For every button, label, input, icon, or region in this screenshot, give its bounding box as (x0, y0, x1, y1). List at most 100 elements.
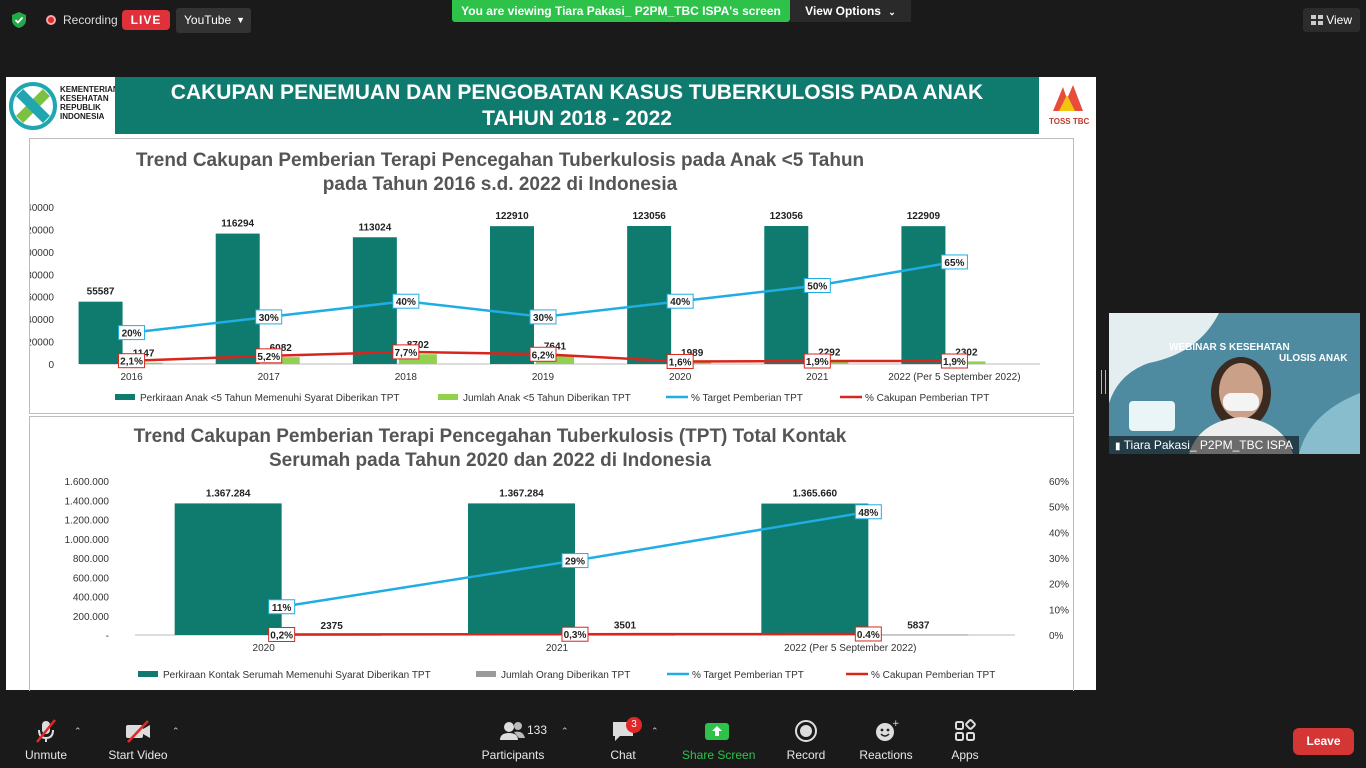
bar-value-label: 113024 (358, 222, 391, 233)
line-point-label-box (529, 346, 557, 362)
participants-icon (500, 722, 525, 740)
line-point-label: 0,2% (270, 630, 293, 641)
line-point-label-box (666, 353, 694, 369)
record-icon (795, 720, 817, 742)
bar-value-label: 2292 (818, 347, 841, 358)
line-point-label-box (940, 254, 968, 270)
line-point-label: 7,7% (394, 348, 417, 359)
view-options-button[interactable]: View Options ⌄ (790, 0, 911, 22)
shared-screen-slide: KEMENTERIAN KESEHATAN REPUBLIK INDONESIA… (6, 77, 1096, 691)
legend-label: % Cakupan Pemberian TPT (865, 393, 989, 404)
audio-options-caret[interactable]: ⌃ (74, 726, 82, 736)
participants-options-caret[interactable]: ⌃ (561, 726, 569, 736)
y-left-tick-label: 1.200.000 (65, 516, 110, 527)
y-left-tick-label: 600.000 (73, 573, 110, 584)
bar-value-label: 55587 (87, 287, 115, 298)
x-category-label: 2016 (120, 372, 143, 383)
bar-value-label: 2375 (321, 621, 344, 632)
unmute-label: Unmute (24, 748, 68, 762)
svg-text:WEBINAR S KESEHATAN: WEBINAR S KESEHATAN (1169, 342, 1290, 353)
bar-value-label: 3501 (614, 621, 637, 632)
unmute-button[interactable]: Unmute (20, 718, 72, 762)
line-point-label-box (268, 626, 296, 642)
apps-button[interactable]: Apps (948, 718, 982, 762)
bar-perkiraan-anak-5-tahun-memenuhi-syarat-diberikan-tpt (901, 226, 946, 364)
chart2-svg: - 200.000 400.000 600.000 800.000 1.000.000 1.… (65, 477, 1070, 681)
bar-value-label: 2302 (955, 347, 978, 358)
share-screen-arrow-icon (705, 723, 729, 740)
line-point-label: 6,2% (532, 350, 555, 361)
x-category-label: 2021 (806, 372, 829, 383)
legend-swatch (138, 671, 158, 677)
bar-perkiraan-anak-5-tahun-memenuhi-syarat-diberikan-tpt (215, 233, 260, 364)
view-options-label: View Options (805, 4, 881, 18)
live-badge[interactable]: LIVE (122, 10, 170, 30)
participants-button[interactable]: 133 Participants (480, 718, 548, 762)
y-left-tick-label: 60000 (30, 293, 54, 304)
start-video-label: Start Video (108, 748, 168, 762)
share-screen-button[interactable]: Share Screen (682, 718, 755, 762)
y-left-tick-label: 140000 (30, 203, 54, 214)
legend-label: Jumlah Anak <5 Tahun Diberikan TPT (463, 393, 631, 404)
view-button[interactable]: View (1303, 8, 1360, 32)
chat-button[interactable]: 3 Chat (606, 717, 642, 762)
bar-value-label: 1989 (681, 348, 704, 359)
panel-resize-handle[interactable] (1101, 370, 1106, 394)
caret-down-icon: ▼ (236, 15, 245, 25)
signal-bars-icon: ▮ (1115, 441, 1121, 452)
participants-count: 133 (527, 723, 548, 737)
bar-perkiraan-anak-5-tahun-memenuhi-syarat-diberikan-tpt (78, 301, 123, 364)
legend-label: % Target Pemberian TPT (692, 670, 804, 681)
chat-options-caret[interactable]: ⌃ (651, 726, 659, 736)
legend-label: % Cakupan Pemberian TPT (871, 670, 995, 681)
slide-header: CAKUPAN PENEMUAN DAN PENGOBATAN KASUS TU… (115, 77, 1039, 134)
chart2-title: Trend Cakupan Pemberian Terapi Pencegaha… (133, 426, 847, 471)
recording-dot-icon (46, 15, 56, 25)
line-point-label: 40% (670, 297, 690, 308)
y-right-tick-label: 30% (1049, 554, 1069, 565)
y-right-tick-label: 60% (1049, 477, 1069, 488)
line-point-label: 30% (533, 313, 553, 324)
legend-label: % Target Pemberian TPT (691, 393, 803, 404)
line-point-label-box (561, 626, 589, 642)
y-left-tick-label: 200.000 (73, 612, 110, 623)
y-right-tick-label: 0% (1049, 631, 1064, 642)
bar-value-label: 122909 (907, 211, 941, 222)
svg-text:ULOSIS ANAK: ULOSIS ANAK (1279, 353, 1348, 364)
x-category-label: 2020 (253, 643, 276, 654)
bar-value-label: 1.367.284 (206, 488, 251, 499)
reactions-button[interactable]: + Reactions (858, 718, 914, 762)
line-point-label-box (392, 344, 420, 360)
x-category-label: 2021 (546, 643, 569, 654)
chart1-title: Trend Cakupan Pemberian Terapi Pencegaha… (135, 150, 865, 195)
line-point-label: 0,3% (564, 630, 587, 641)
line-point-label: 29% (565, 557, 585, 568)
start-video-button[interactable]: Start Video (107, 718, 169, 762)
legend-swatch (476, 671, 496, 677)
leave-button[interactable]: Leave (1293, 728, 1354, 755)
record-button[interactable]: Record (786, 718, 826, 762)
microphone-muted-icon (36, 719, 56, 743)
view-label: View (1326, 13, 1352, 27)
participant-video-tile[interactable]: WEBINAR S KESEHATAN ULOSIS ANAK ▮ Tiara … (1109, 313, 1360, 454)
x-category-label: 2022 (Per 5 September 2022) (888, 372, 1020, 383)
ministry-logo: KEMENTERIAN KESEHATAN REPUBLIK INDONESIA (6, 77, 119, 134)
line-point-label-box (561, 553, 589, 569)
x-category-label: 2022 (Per 5 September 2022) (784, 643, 916, 654)
bar-value-label: 5837 (907, 620, 930, 631)
y-left-tick-label: 400.000 (73, 593, 110, 604)
grid-view-icon (1311, 15, 1323, 25)
stream-target-dropdown[interactable]: YouTube ▼ (176, 8, 251, 33)
security-shield-icon[interactable] (10, 11, 28, 29)
apps-icon (955, 719, 976, 741)
chart-panel-children: Trend Cakupan Pemberian Terapi Pencegaha… (29, 138, 1074, 414)
line-point-label: 50% (807, 282, 827, 293)
video-options-caret[interactable]: ⌃ (172, 726, 180, 736)
record-label: Record (786, 748, 826, 762)
line-point-label: 30% (259, 313, 279, 324)
reactions-smiley-icon: + (876, 719, 900, 741)
legend-swatch (438, 394, 458, 400)
chart1-svg: 0200004000060000800001000001200001400000… (30, 203, 1040, 404)
y-left-tick-label: 100000 (30, 248, 54, 259)
y-right-tick-label: 10% (1049, 605, 1069, 616)
